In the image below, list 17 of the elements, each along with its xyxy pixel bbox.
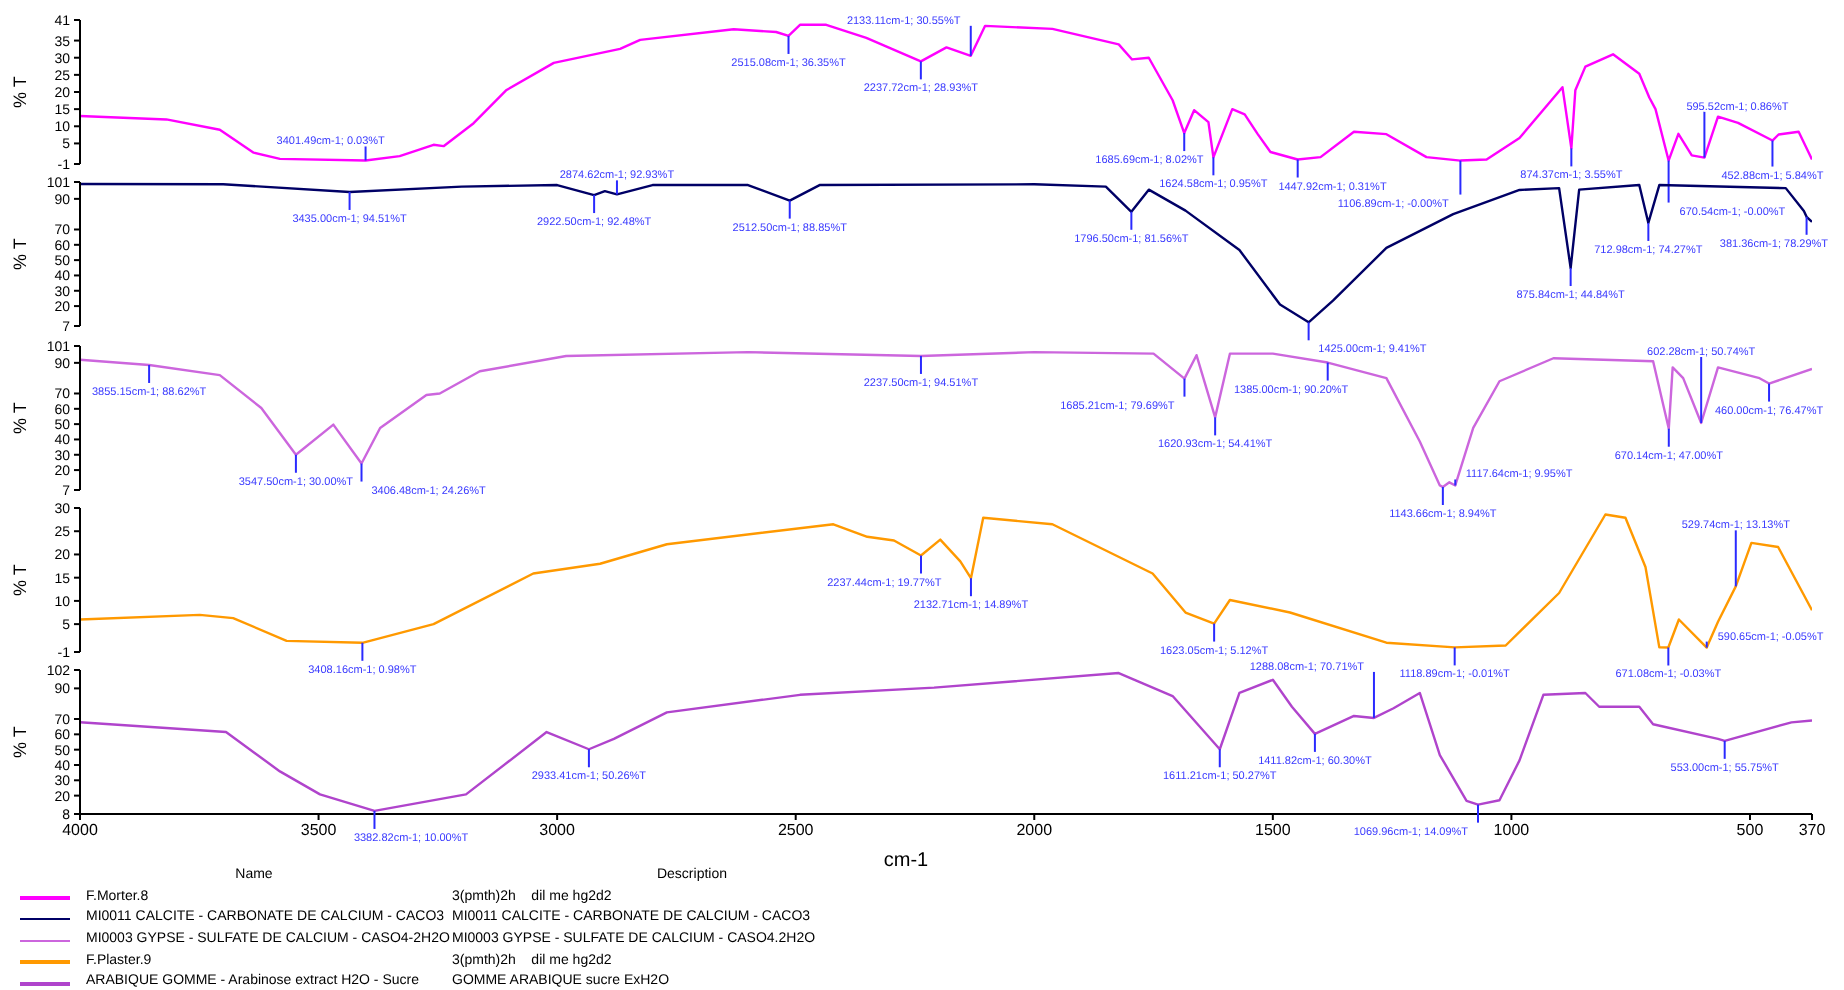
x-tick-label: 370 bbox=[1798, 821, 1827, 840]
y-axis-title: % T bbox=[10, 725, 31, 758]
y-axis-title: % T bbox=[10, 237, 31, 271]
y-axis-title: % T bbox=[10, 400, 31, 433]
y-axis-title: % T bbox=[10, 75, 31, 108]
line-series bbox=[80, 23, 1812, 162]
x-tick-label: 3500 bbox=[300, 821, 338, 840]
y-axis-title: % T bbox=[10, 562, 31, 596]
x-tick-label: 1500 bbox=[1255, 821, 1292, 840]
x-tick-label: 3000 bbox=[539, 821, 577, 840]
x-tick-label: 4000 bbox=[62, 821, 99, 840]
x-tick-label: 2000 bbox=[1016, 821, 1054, 840]
x-tick-label: 500 bbox=[1736, 821, 1765, 840]
x-axis-title: cm-1 bbox=[883, 850, 930, 872]
line-series bbox=[80, 671, 1812, 813]
x-tick-label: 1000 bbox=[1493, 821, 1531, 840]
x-tick-label: 2500 bbox=[777, 821, 815, 840]
